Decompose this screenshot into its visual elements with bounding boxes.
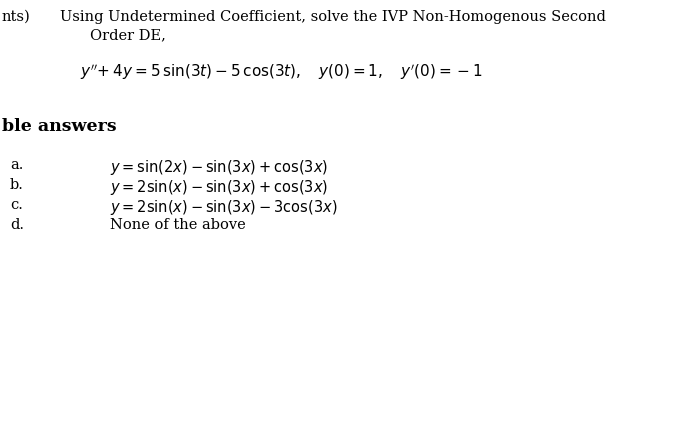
Text: ble answers: ble answers	[2, 118, 117, 135]
Text: $y = \sin(2x) - \sin(3x) + \cos(3x)$: $y = \sin(2x) - \sin(3x) + \cos(3x)$	[110, 158, 328, 177]
Text: $y^{\prime\prime}\!+4y=5\,\mathrm{sin}(3t)-5\,\mathrm{cos}(3t),\quad y(0)=1,\qua: $y^{\prime\prime}\!+4y=5\,\mathrm{sin}(3…	[80, 62, 483, 81]
Text: None of the above: None of the above	[110, 218, 246, 232]
Text: $y = 2\sin(x) - \sin(3x) - 3\cos(3x)$: $y = 2\sin(x) - \sin(3x) - 3\cos(3x)$	[110, 198, 337, 217]
Text: $y = 2\sin(x) - \sin(3x) + \cos(3x)$: $y = 2\sin(x) - \sin(3x) + \cos(3x)$	[110, 178, 328, 197]
Text: c.: c.	[10, 198, 23, 212]
Text: a.: a.	[10, 158, 23, 172]
Text: b.: b.	[10, 178, 24, 192]
Text: Using Undetermined Coefficient, solve the IVP Non-Homogenous Second: Using Undetermined Coefficient, solve th…	[60, 10, 606, 24]
Text: d.: d.	[10, 218, 24, 232]
Text: nts): nts)	[2, 10, 31, 24]
Text: Order DE,: Order DE,	[90, 28, 166, 42]
